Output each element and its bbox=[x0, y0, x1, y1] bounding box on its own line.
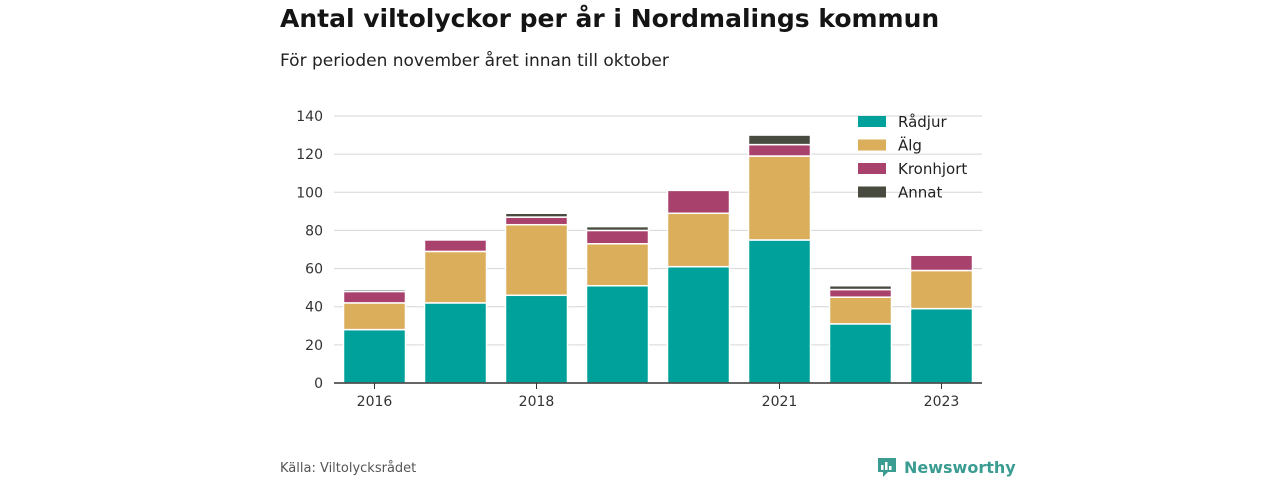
bar-segment bbox=[666, 189, 731, 215]
y-tick-label: 100 bbox=[296, 185, 323, 201]
y-tick-label: 140 bbox=[296, 109, 323, 125]
bar-segment bbox=[828, 288, 893, 298]
bar-segment bbox=[585, 284, 650, 384]
y-tick-label: 20 bbox=[305, 338, 323, 354]
bar-segment bbox=[504, 294, 569, 384]
legend-swatch bbox=[858, 139, 886, 151]
x-tick-label: 2021 bbox=[762, 394, 798, 410]
bar-segment bbox=[423, 250, 488, 304]
legend-swatch bbox=[858, 186, 886, 198]
bar-segment bbox=[909, 269, 974, 310]
y-tick-label: 0 bbox=[314, 376, 323, 392]
bar-segment bbox=[747, 155, 812, 241]
bar-segment bbox=[342, 328, 407, 384]
legend-swatch bbox=[858, 116, 886, 127]
bar-segment bbox=[909, 254, 974, 272]
y-tick-label: 80 bbox=[305, 223, 323, 239]
x-tick-label: 2023 bbox=[924, 394, 960, 410]
bar-segment bbox=[342, 288, 407, 293]
y-tick-label: 60 bbox=[305, 262, 323, 278]
bar-segment bbox=[909, 307, 974, 384]
bar-segment bbox=[828, 323, 893, 384]
bar-segment bbox=[423, 302, 488, 384]
bar-segment bbox=[504, 223, 569, 297]
legend-swatch bbox=[858, 163, 886, 174]
bar-segment bbox=[828, 284, 893, 291]
x-tick-label: 2016 bbox=[357, 394, 393, 410]
brand-logo[interactable]: Newsworthy bbox=[876, 456, 1016, 478]
legend-label: Rådjur bbox=[898, 113, 947, 131]
bar-segment bbox=[342, 302, 407, 331]
chart-subtitle: För perioden november året innan till ok… bbox=[280, 51, 669, 71]
legend-label: Kronhjort bbox=[898, 160, 967, 178]
bar-segment bbox=[342, 290, 407, 304]
x-tick-label: 2018 bbox=[519, 394, 555, 410]
bar-segment bbox=[423, 239, 488, 253]
bar-segment bbox=[666, 265, 731, 384]
bar-segment bbox=[666, 212, 731, 268]
newsworthy-logo-icon bbox=[878, 458, 896, 477]
bar-segment bbox=[504, 212, 569, 218]
legend-label: Annat bbox=[898, 184, 942, 202]
bar-segment bbox=[585, 229, 650, 245]
bar-segment bbox=[747, 239, 812, 384]
brand-name: Newsworthy bbox=[904, 457, 1016, 477]
y-tick-label: 40 bbox=[305, 300, 323, 316]
bar-segment bbox=[585, 243, 650, 287]
y-tick-label: 120 bbox=[296, 147, 323, 163]
legend-label: Älg bbox=[898, 136, 922, 155]
source-note: Källa: Viltolycksrådet bbox=[280, 461, 417, 476]
bar-segment bbox=[504, 216, 569, 226]
bar-segment bbox=[747, 134, 812, 146]
chart-title: Antal viltolyckor per år i Nordmalings k… bbox=[280, 4, 940, 33]
bar-segment bbox=[747, 143, 812, 157]
bar-segment bbox=[585, 225, 650, 232]
bar-segment bbox=[828, 296, 893, 325]
